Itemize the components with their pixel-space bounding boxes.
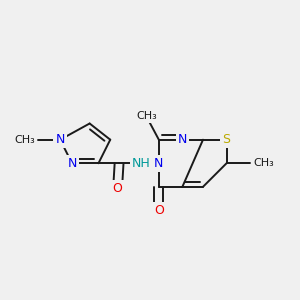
Text: O: O bbox=[154, 204, 164, 217]
Text: N: N bbox=[154, 157, 164, 170]
Text: S: S bbox=[223, 133, 231, 146]
Text: N: N bbox=[67, 157, 77, 170]
Text: O: O bbox=[113, 182, 122, 195]
Text: CH₃: CH₃ bbox=[137, 111, 158, 121]
Text: N: N bbox=[178, 133, 187, 146]
Text: N: N bbox=[56, 133, 65, 146]
Text: NH: NH bbox=[132, 157, 151, 170]
Text: CH₃: CH₃ bbox=[14, 135, 35, 145]
Text: CH₃: CH₃ bbox=[253, 158, 274, 168]
